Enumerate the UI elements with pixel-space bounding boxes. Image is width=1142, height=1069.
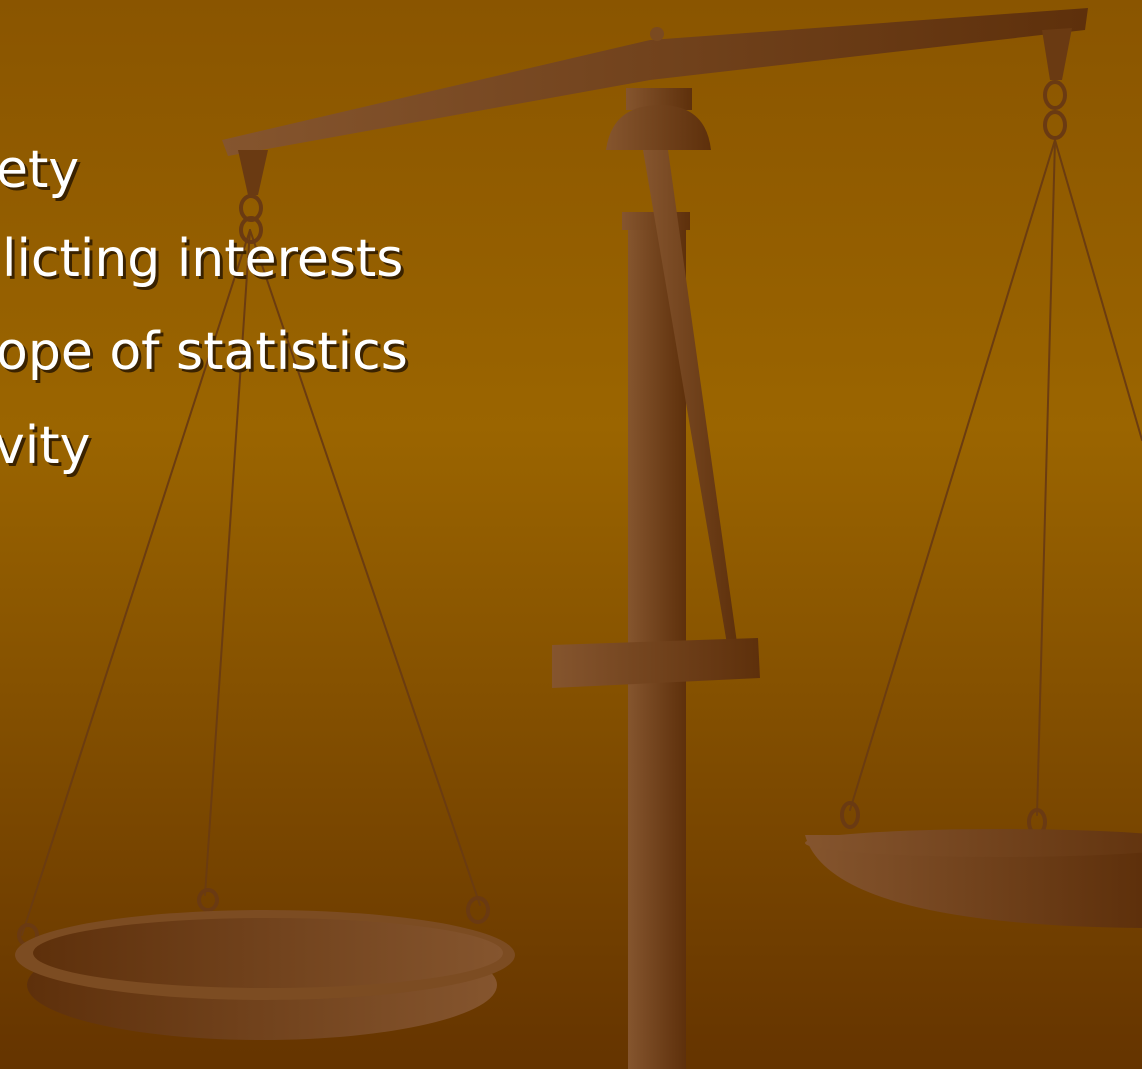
- bullet-text: licting interests: [2, 229, 403, 289]
- bullet-text: ety: [0, 140, 79, 200]
- bullet-text: vity: [0, 416, 90, 476]
- page: ety ety licting interests licting intere…: [0, 0, 1142, 1069]
- bullet-text: ope of statistics: [0, 322, 408, 382]
- slide: ety ety licting interests licting intere…: [0, 0, 1142, 1069]
